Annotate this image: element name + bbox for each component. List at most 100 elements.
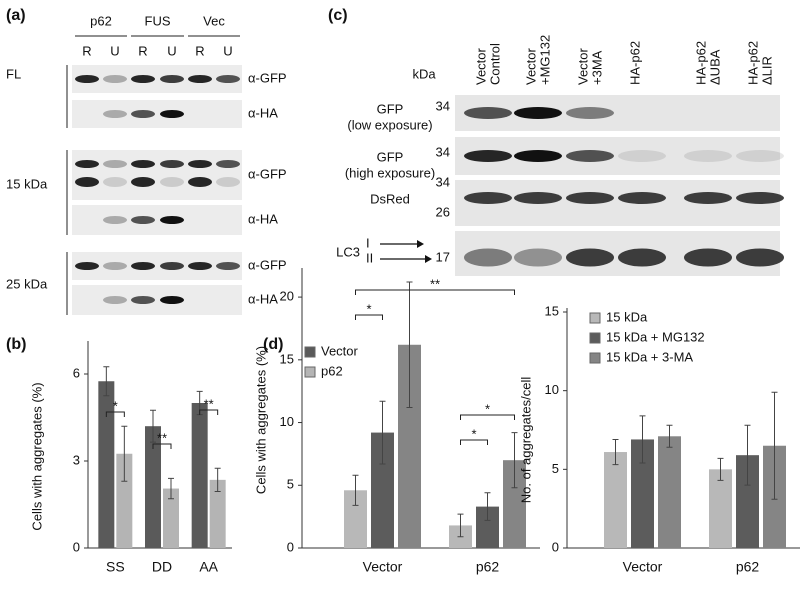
band [464, 248, 512, 267]
band [684, 192, 732, 204]
legend-label: 15 kDa [606, 309, 648, 324]
bar [631, 439, 654, 548]
band [103, 160, 127, 168]
lane-label: HA-p62 [693, 41, 708, 85]
row-label: α-HA [248, 291, 278, 306]
panel-label: (c) [328, 7, 348, 24]
lane-label: R [195, 43, 204, 58]
band [131, 160, 155, 168]
significance-bracket [199, 409, 219, 415]
y-tick-label: 5 [287, 477, 294, 492]
significance-bracket [460, 439, 488, 445]
lane-label: Vector [575, 47, 590, 85]
band [566, 248, 614, 267]
band [131, 177, 155, 187]
band [566, 150, 614, 162]
lane-label: +3MA [589, 50, 604, 85]
row-label: (low exposure) [347, 117, 432, 132]
significance-bracket [105, 411, 125, 417]
legend-label: p62 [321, 363, 343, 378]
panel-label: (d) [263, 336, 283, 353]
band [131, 110, 155, 118]
blot [72, 65, 242, 93]
band [75, 75, 99, 83]
band [216, 160, 240, 168]
row-label: α-GFP [248, 257, 287, 272]
marker-label: 34 [436, 98, 450, 113]
error-bar [150, 409, 156, 443]
band [160, 110, 184, 118]
block-label: 15 kDa [6, 176, 48, 191]
y-axis-label: Cells with aggregates (%) [29, 382, 44, 530]
x-tick-label: Vector [363, 559, 403, 575]
x-tick-label: SS [106, 559, 125, 575]
marker-label: 34 [436, 144, 450, 159]
panel-label: (a) [6, 7, 26, 24]
blot [455, 180, 780, 226]
error-bar [214, 467, 221, 492]
bar [503, 460, 526, 548]
group-label: p62 [90, 13, 112, 28]
band [618, 192, 666, 204]
lane-label: ΔLIR [759, 56, 774, 85]
error-bar [121, 425, 128, 482]
error-bar [717, 457, 724, 481]
arrowhead [417, 240, 424, 248]
marker-label: 17 [436, 249, 450, 264]
band [103, 296, 127, 304]
bar [604, 452, 627, 548]
panel-label: (b) [6, 336, 26, 353]
marker-label: 34 [436, 174, 450, 189]
error-bar [103, 366, 110, 397]
bar [344, 490, 367, 548]
significance-bracket [152, 443, 172, 449]
band [216, 177, 240, 187]
x-tick-label: DD [152, 559, 172, 575]
legend-label: Vector [321, 343, 359, 358]
error-bar [666, 424, 673, 448]
bar [371, 432, 394, 548]
band [75, 262, 99, 270]
band [216, 262, 240, 270]
lane-label: U [110, 43, 119, 58]
bar [658, 436, 681, 548]
y-tick-label: 0 [73, 539, 80, 554]
y-axis-label: No. of aggregates/cell [518, 377, 533, 504]
row-label: α-HA [248, 105, 278, 120]
bar [736, 455, 759, 548]
band [736, 248, 784, 267]
significance-label: ** [204, 396, 214, 411]
legend-swatch [589, 312, 601, 324]
bar [116, 453, 133, 548]
band [103, 75, 127, 83]
y-axis-label: Cells with aggregates (%) [253, 346, 268, 494]
block-label: FL [6, 66, 21, 81]
band [160, 177, 184, 187]
blot [72, 100, 242, 128]
bar [163, 488, 179, 548]
band [464, 150, 512, 162]
bar [191, 403, 208, 548]
y-tick-label: 20 [280, 289, 294, 304]
lane-label: R [82, 43, 91, 58]
band [131, 296, 155, 304]
y-tick-label: 3 [73, 452, 80, 467]
band [514, 248, 562, 267]
y-tick-label: 5 [552, 461, 559, 476]
significance-bracket [460, 414, 515, 420]
block-label: 25 kDa [6, 276, 48, 291]
blot [72, 150, 242, 200]
unit-label: kDa [412, 66, 436, 81]
row-label: α-HA [248, 211, 278, 226]
legend-swatch [589, 332, 601, 344]
row-label: LC3 [336, 244, 360, 259]
error-bar [352, 474, 359, 506]
significance-label: ** [157, 430, 167, 445]
x-tick-label: Vector [623, 559, 663, 575]
lane-label: +MG132 [537, 35, 552, 85]
band-label: I [366, 235, 370, 250]
row-label: DsRed [370, 191, 410, 206]
band [566, 192, 614, 204]
band [188, 262, 212, 270]
